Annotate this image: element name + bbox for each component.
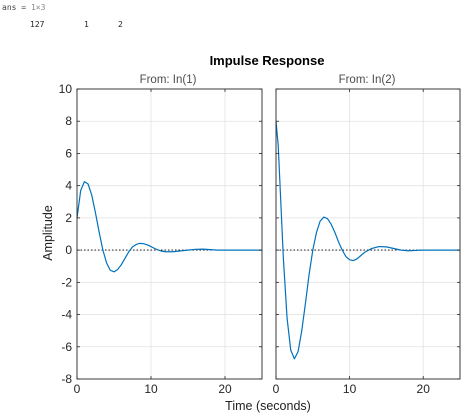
y-axis-label: Amplitude [41,205,55,261]
axes-frames [76,88,461,380]
console-values: 127 1 2 [30,20,123,29]
grid-layer [77,89,460,379]
x-tick-label: 10 [343,382,357,396]
x-tick-label: 20 [417,382,431,396]
panel-1-subtitle: From: In(1) [140,74,197,86]
equals-sign: = [21,3,27,12]
y-tick-label: -8 [61,372,72,386]
x-tick-label: 0 [74,382,81,396]
axes-frame-panel-2 [275,88,461,380]
y-tick-label: 10 [59,82,73,96]
x-tick-label: 10 [144,382,158,396]
y-tick-label: -2 [61,275,72,289]
y-tick-label: -6 [61,340,72,354]
y-tick-label: -4 [61,308,72,322]
chart-title: Impulse Response [210,53,325,68]
variable-name: ans [2,3,17,12]
x-tick-label: 0 [273,382,280,396]
value-1: 127 [30,20,45,29]
command-window-output: ans = 1×3 127 1 2 [0,0,474,36]
panel-2-subtitle: From: In(2) [339,74,396,86]
axes-frame-panel-1 [76,88,263,380]
series-line-panel-1 [76,181,262,273]
console-header: ans = 1×3 [2,3,45,12]
x-axis-label: Time (seconds) [225,399,311,413]
series-layer [76,121,460,360]
y-tick-label: 0 [65,243,72,257]
value-3: 2 [118,20,123,29]
x-tick-label: 20 [218,382,232,396]
y-tick-label: 8 [65,114,72,128]
y-tick-label: 2 [65,211,72,225]
series-line-panel-2 [275,121,460,360]
value-2: 1 [84,20,89,29]
matrix-dimensions: 1×3 [30,3,46,12]
y-tick-label: 6 [65,146,72,160]
y-tick-label: 4 [65,179,72,193]
